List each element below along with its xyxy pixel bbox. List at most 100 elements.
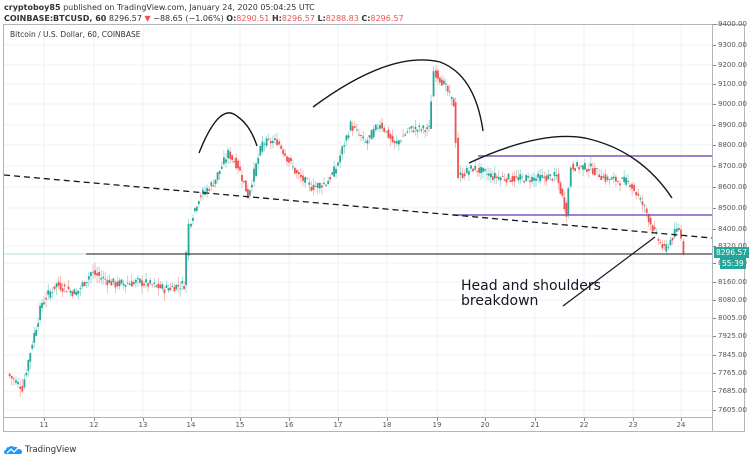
candle-body <box>515 176 518 178</box>
candle-body <box>339 155 341 163</box>
candle-body <box>623 176 626 183</box>
candle-body <box>559 182 562 194</box>
candle-body <box>59 283 62 290</box>
chart-plot-area[interactable] <box>4 25 712 417</box>
tradingview-logo[interactable]: TradingView <box>4 445 76 455</box>
candle-body <box>8 373 11 377</box>
candle-body <box>486 173 488 175</box>
candle-body <box>671 237 674 241</box>
candle-body <box>208 189 211 191</box>
candle-body <box>478 167 481 173</box>
candle-body <box>27 360 30 371</box>
candle-body <box>61 288 64 292</box>
candle-body <box>29 353 32 362</box>
chart-symbol-title: Bitcoin / U.S. Dollar, 60, COINBASE <box>10 30 141 39</box>
candle-body <box>43 302 45 305</box>
candle-body <box>110 281 113 286</box>
candle-body <box>169 287 172 291</box>
annotation-text[interactable]: Head and shoulders breakdown <box>461 279 601 309</box>
time-label: 13 <box>138 421 148 429</box>
candle-body <box>565 202 568 217</box>
candle-body <box>569 167 572 187</box>
candle-body <box>79 287 82 289</box>
right-shoulder-arc <box>468 135 673 199</box>
candle-body <box>360 135 362 137</box>
open-label: O: <box>226 14 237 23</box>
candle-body <box>637 193 640 196</box>
candle-body <box>669 239 672 246</box>
candle-body <box>381 122 383 129</box>
candle-body <box>549 174 552 176</box>
candle-body <box>246 189 249 198</box>
candle-body <box>523 181 526 183</box>
candle-body <box>157 283 160 289</box>
candle-body <box>57 281 60 286</box>
candle-body <box>440 79 443 86</box>
ohlc-bar: COINBASE:BTCUSD, 60 8296.57 ▼ −88.65 (−1… <box>4 14 404 23</box>
candle-body <box>356 129 358 131</box>
candle-body <box>578 167 580 170</box>
candle-body <box>420 129 423 131</box>
candle-body <box>83 281 86 286</box>
candle-body <box>153 282 156 284</box>
candle-body <box>563 197 566 210</box>
candle-body <box>118 280 121 287</box>
candle-body <box>259 145 262 156</box>
candle-body <box>561 188 564 197</box>
candle-body <box>288 157 290 163</box>
candle-body <box>194 208 196 212</box>
candle-body <box>383 127 386 132</box>
candle-body <box>141 280 143 287</box>
time-axis[interactable]: 11 12 13 14 15 16 17 18 19 20 21 22 23 24 <box>4 417 712 432</box>
candle-body <box>63 284 66 287</box>
candle-body <box>10 376 13 379</box>
time-tick <box>584 418 585 421</box>
candle-body <box>302 175 304 181</box>
author-name: cryptoboy85 <box>4 3 61 12</box>
candle-body <box>114 282 117 288</box>
candle-body <box>161 284 164 289</box>
candle-body <box>53 286 56 290</box>
candle-body <box>499 177 502 181</box>
candle-body <box>225 159 227 163</box>
candle-body <box>329 177 332 180</box>
price-tick <box>713 246 716 247</box>
candle-body <box>210 182 213 186</box>
time-tick <box>191 418 192 421</box>
candle-body <box>235 157 237 169</box>
candle-body <box>137 278 139 280</box>
candle-body <box>589 163 592 167</box>
candle-body <box>389 134 392 139</box>
candle-body <box>621 177 624 179</box>
candle-body <box>267 139 270 140</box>
candle-body <box>345 135 348 141</box>
candle-countdown-tag: 55:39 <box>720 258 746 269</box>
candle-body <box>461 173 464 178</box>
price-axis[interactable]: 9400.00 9300.00 9200.00 9100.00 9000.00 8900.… <box>712 20 747 431</box>
candle-body <box>248 190 251 196</box>
time-label: 17 <box>333 421 343 429</box>
head-arc <box>312 59 484 132</box>
candle-body <box>331 172 334 175</box>
candle-body <box>25 372 28 376</box>
candle-body <box>265 138 268 146</box>
candle-body <box>190 223 192 227</box>
annotation-pointer-line <box>562 236 656 307</box>
candle-body <box>19 386 22 389</box>
candle-body <box>347 135 350 138</box>
candle-body <box>493 172 496 179</box>
candle-body <box>37 323 40 327</box>
candle-body <box>300 174 302 178</box>
low-value: 8288.83 <box>325 14 359 23</box>
candle-body <box>587 169 590 171</box>
price-tick <box>713 208 716 209</box>
candle-body <box>47 290 50 295</box>
candle-body <box>116 281 119 287</box>
candle-body <box>422 125 425 129</box>
candle-body <box>155 285 158 287</box>
candle-body <box>463 173 466 177</box>
candle-body <box>450 96 453 99</box>
candle-body <box>132 282 135 285</box>
candle-body <box>535 178 537 181</box>
candle-body <box>398 140 400 145</box>
